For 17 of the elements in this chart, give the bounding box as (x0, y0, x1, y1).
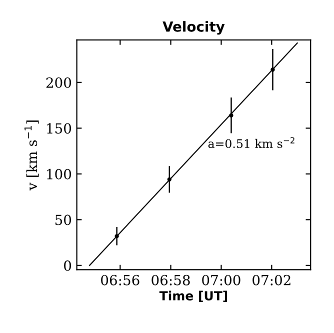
y-tick-label: 50 (55, 214, 72, 226)
point (167, 177, 172, 182)
y-tick-label: 100 (47, 168, 72, 180)
x-axis-title: Time [UT] (159, 290, 228, 302)
x-tick-label: 07:02 (252, 274, 290, 286)
point (270, 68, 275, 72)
y-tick-label: 150 (47, 123, 72, 134)
x-tick-label: 07:00 (202, 274, 240, 286)
point (114, 234, 119, 238)
y-axis-title: v [km s$^{−1}$] (24, 120, 39, 190)
y-tick-label: 200 (46, 77, 72, 88)
annotation: a=0.51 km s$^{−2}$ (208, 137, 294, 148)
y-tick-label: 0 (64, 260, 72, 271)
x-tick-label: 06:56 (101, 274, 140, 286)
x-tick-label: 06:58 (152, 274, 190, 286)
point (229, 113, 234, 118)
chart-title: Velocity (162, 21, 225, 35)
